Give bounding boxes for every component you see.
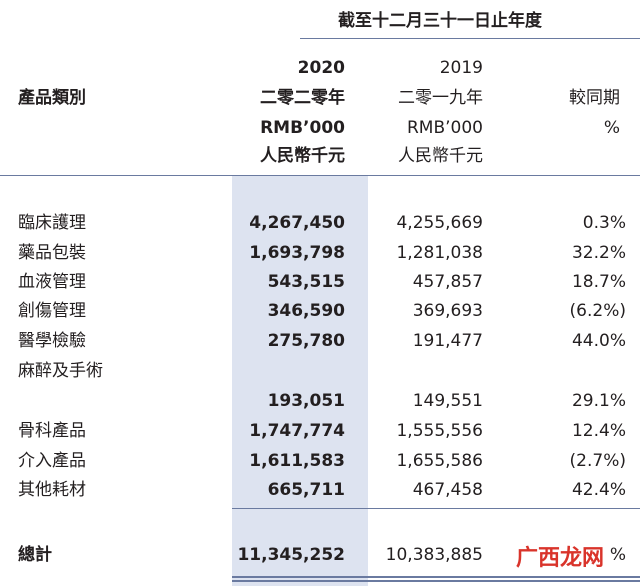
table-row: 骨科產品 1,747,774 1,555,556 12.4% [0, 416, 640, 446]
total-2020-cell: 11,345,252 [237, 545, 345, 565]
header-change: 較同期 [569, 88, 620, 108]
change-cell: 42.4% [571, 480, 626, 500]
header-2019-unit: 人民幣千元 [398, 146, 483, 166]
value-2019-cell: 467,458 [412, 480, 483, 500]
category-cell: 其他耗材 [18, 480, 86, 500]
change-cell: 0.3% [582, 213, 626, 233]
year-2020-column-highlight [232, 176, 368, 586]
total-change-cell: % [609, 545, 626, 565]
header-2020-currency: RMB’000 [260, 118, 345, 138]
value-2020-cell: 543,515 [267, 272, 345, 292]
category-header: 產品類別 [18, 88, 86, 108]
value-2020-cell: 1,611,583 [249, 451, 345, 471]
value-2019-cell: 191,477 [412, 331, 483, 351]
category-cell: 血液管理 [18, 272, 86, 292]
change-cell: 29.1% [571, 391, 626, 411]
total-double-rule-top [232, 576, 640, 578]
change-cell: 18.7% [571, 272, 626, 292]
header-2019-currency: RMB’000 [407, 118, 483, 138]
header-2020-chinese: 二零二零年 [260, 88, 345, 108]
value-2020-cell: 275,780 [267, 331, 345, 351]
table-row: 藥品包裝 1,693,798 1,281,038 32.2% [0, 238, 640, 268]
table-row: 麻醉及手術 [0, 356, 640, 386]
category-cell: 臨床護理 [18, 213, 86, 233]
header-divider [0, 175, 640, 176]
header-2020-year: 2020 [297, 58, 345, 78]
category-cell: 麻醉及手術 [18, 361, 103, 381]
value-2019-cell: 1,555,556 [396, 421, 483, 441]
value-2020-cell: 665,711 [267, 480, 345, 500]
watermark-text: 广西龙网 [515, 546, 604, 571]
category-cell: 創傷管理 [18, 301, 86, 321]
table-row: 193,051 149,551 29.1% [0, 386, 640, 416]
value-2020-cell: 193,051 [267, 391, 345, 411]
value-2019-cell: 1,281,038 [396, 243, 483, 263]
value-2019-cell: 4,255,669 [396, 213, 483, 233]
change-cell: 12.4% [571, 421, 626, 441]
change-cell: (2.7%) [569, 451, 626, 471]
value-2020-cell: 346,590 [267, 301, 345, 321]
value-2019-cell: 369,693 [412, 301, 483, 321]
category-cell: 介入產品 [18, 451, 86, 471]
table-row: 血液管理 543,515 457,857 18.7% [0, 267, 640, 297]
period-underline [300, 38, 640, 39]
header-2019-chinese: 二零一九年 [398, 88, 483, 108]
header-2019-year: 2019 [439, 58, 483, 78]
table-row: 臨床護理 4,267,450 4,255,669 0.3% [0, 208, 640, 238]
total-row: 總計 11,345,252 10,383,885 % [0, 540, 640, 570]
change-cell: 44.0% [571, 331, 626, 351]
total-label: 總計 [18, 545, 52, 565]
period-header: 截至十二月三十一日止年度 [338, 11, 542, 31]
table-row: 介入產品 1,611,583 1,655,586 (2.7%) [0, 446, 640, 476]
table-row: 其他耗材 665,711 467,458 42.4% [0, 475, 640, 505]
value-2019-cell: 149,551 [412, 391, 483, 411]
table-row: 醫學檢驗 275,780 191,477 44.0% [0, 326, 640, 356]
change-cell: 32.2% [571, 243, 626, 263]
value-2020-cell: 1,747,774 [249, 421, 345, 441]
category-cell: 醫學檢驗 [18, 331, 86, 351]
table-row: 創傷管理 346,590 369,693 (6.2%) [0, 296, 640, 326]
total-double-rule-bottom [232, 580, 640, 582]
value-2019-cell: 457,857 [412, 272, 483, 292]
header-change-unit: % [603, 118, 620, 138]
category-cell: 藥品包裝 [18, 243, 86, 263]
subtotal-rule [232, 508, 640, 509]
change-cell: (6.2%) [569, 301, 626, 321]
category-cell: 骨科產品 [18, 421, 86, 441]
value-2020-cell: 1,693,798 [249, 243, 345, 263]
total-2019-cell: 10,383,885 [385, 545, 483, 565]
value-2020-cell: 4,267,450 [249, 213, 345, 233]
header-2020-unit: 人民幣千元 [260, 146, 345, 166]
value-2019-cell: 1,655,586 [396, 451, 483, 471]
